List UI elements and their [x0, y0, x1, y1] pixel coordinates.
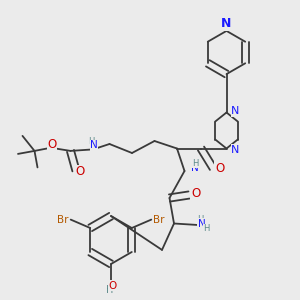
Text: O: O	[76, 165, 85, 178]
Text: H: H	[88, 136, 95, 146]
Text: O: O	[191, 187, 200, 200]
Text: O: O	[47, 138, 56, 152]
Text: H: H	[192, 159, 198, 168]
Text: Br: Br	[57, 214, 68, 225]
Text: O: O	[215, 161, 224, 175]
Text: O: O	[108, 281, 117, 291]
Text: Br: Br	[153, 214, 164, 225]
Text: N: N	[221, 17, 232, 30]
Text: H: H	[106, 285, 113, 296]
Text: N: N	[90, 140, 98, 151]
Text: N: N	[231, 145, 240, 155]
Text: N: N	[191, 163, 199, 173]
Text: N: N	[198, 219, 206, 229]
Text: H: H	[197, 214, 203, 224]
Text: H: H	[203, 224, 210, 233]
Text: N: N	[231, 106, 240, 116]
